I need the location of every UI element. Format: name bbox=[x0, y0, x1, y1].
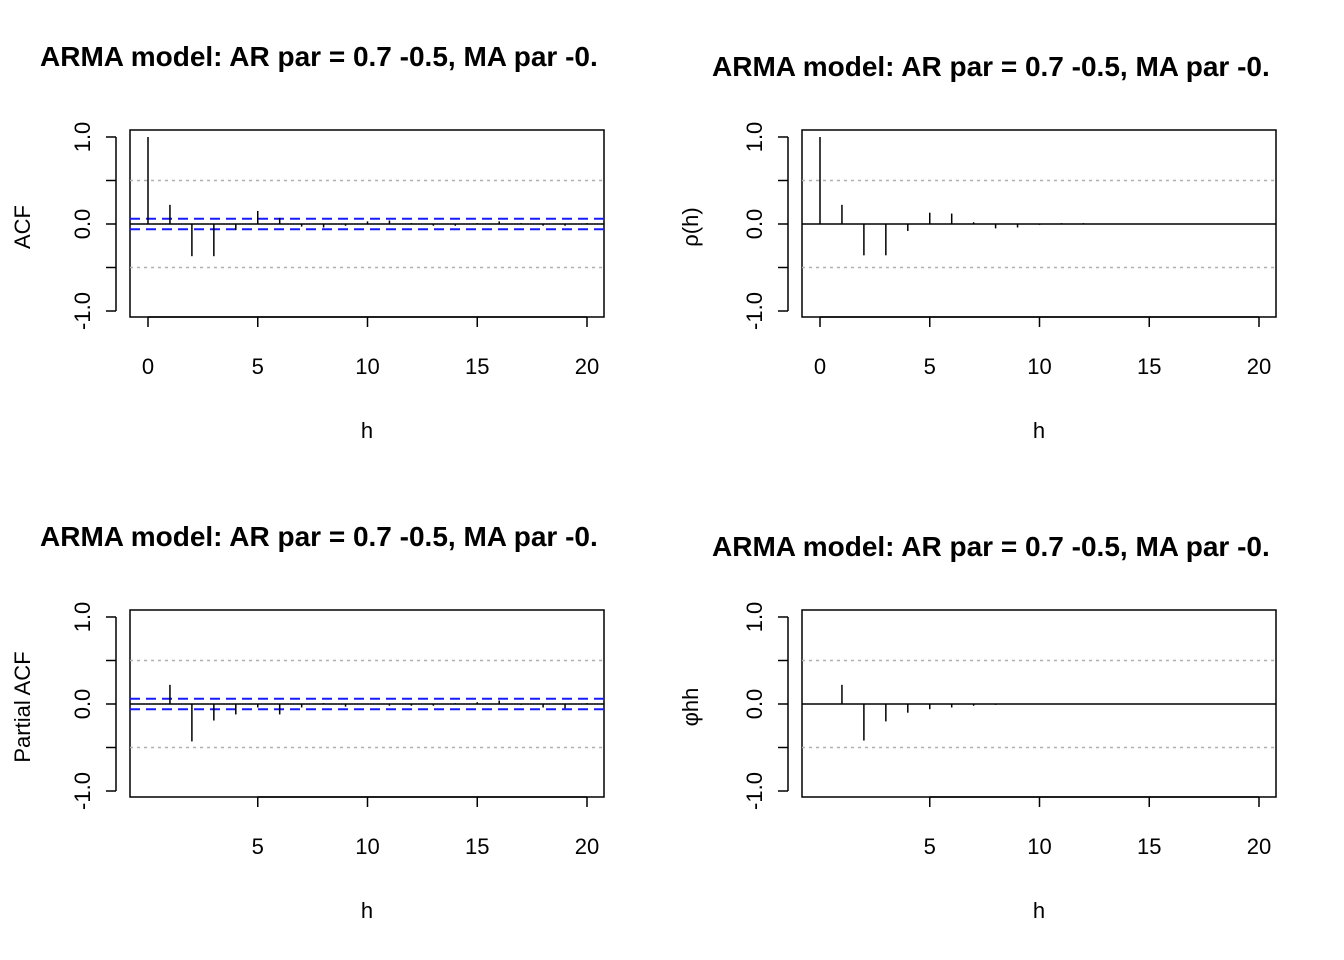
x-tick-label: 15 bbox=[1137, 834, 1161, 859]
x-tick-label: 20 bbox=[575, 834, 599, 859]
y-tick-label: 1.0 bbox=[742, 602, 767, 633]
y-tick-label: 0.0 bbox=[70, 689, 95, 720]
chart-title: ARMA model: AR par = 0.7 -0.5, MA par -0… bbox=[40, 521, 598, 552]
rho-panel: ARMA model: AR par = 0.7 -0.5, MA par -0… bbox=[678, 51, 1277, 443]
x-tick-label: 10 bbox=[1027, 834, 1051, 859]
x-axis-label: h bbox=[361, 418, 373, 443]
y-tick-label: 0.0 bbox=[70, 209, 95, 240]
chart-title: ARMA model: AR par = 0.7 -0.5, MA par -0… bbox=[40, 41, 598, 72]
x-tick-label: 15 bbox=[465, 834, 489, 859]
x-tick-label: 5 bbox=[252, 834, 264, 859]
x-tick-label: 10 bbox=[355, 354, 379, 379]
x-tick-label: 5 bbox=[924, 354, 936, 379]
y-axis-label: φhh bbox=[678, 688, 703, 727]
x-tick-label: 5 bbox=[252, 354, 264, 379]
x-tick-label: 20 bbox=[1247, 354, 1271, 379]
x-tick-label: 10 bbox=[355, 834, 379, 859]
x-tick-label: 20 bbox=[575, 354, 599, 379]
y-tick-label: 1.0 bbox=[70, 122, 95, 153]
pacf-panel: ARMA model: AR par = 0.7 -0.5, MA par -0… bbox=[10, 521, 605, 923]
x-tick-label: 20 bbox=[1247, 834, 1271, 859]
y-tick-label: -1.0 bbox=[742, 292, 767, 330]
x-axis-label: h bbox=[1033, 898, 1045, 923]
x-tick-label: 10 bbox=[1027, 354, 1051, 379]
x-tick-label: 0 bbox=[142, 354, 154, 379]
y-tick-label: 1.0 bbox=[70, 602, 95, 633]
y-tick-label: -1.0 bbox=[742, 772, 767, 810]
x-tick-label: 0 bbox=[814, 354, 826, 379]
x-axis-label: h bbox=[1033, 418, 1045, 443]
x-tick-label: 15 bbox=[1137, 354, 1161, 379]
chart-title: ARMA model: AR par = 0.7 -0.5, MA par -0… bbox=[712, 531, 1270, 562]
x-axis-label: h bbox=[361, 898, 373, 923]
y-tick-label: -1.0 bbox=[70, 772, 95, 810]
x-tick-label: 5 bbox=[924, 834, 936, 859]
x-tick-label: 15 bbox=[465, 354, 489, 379]
y-tick-label: -1.0 bbox=[70, 292, 95, 330]
y-tick-label: 0.0 bbox=[742, 209, 767, 240]
y-axis-label: ACF bbox=[10, 205, 35, 249]
y-axis-label: Partial ACF bbox=[10, 651, 35, 762]
y-tick-label: 0.0 bbox=[742, 689, 767, 720]
y-axis-label: ρ(h) bbox=[678, 207, 703, 246]
y-tick-label: 1.0 bbox=[742, 122, 767, 153]
phi-panel: ARMA model: AR par = 0.7 -0.5, MA par -0… bbox=[678, 531, 1277, 923]
chart-title: ARMA model: AR par = 0.7 -0.5, MA par -0… bbox=[712, 51, 1270, 82]
acf-panel: ARMA model: AR par = 0.7 -0.5, MA par -0… bbox=[10, 41, 605, 443]
